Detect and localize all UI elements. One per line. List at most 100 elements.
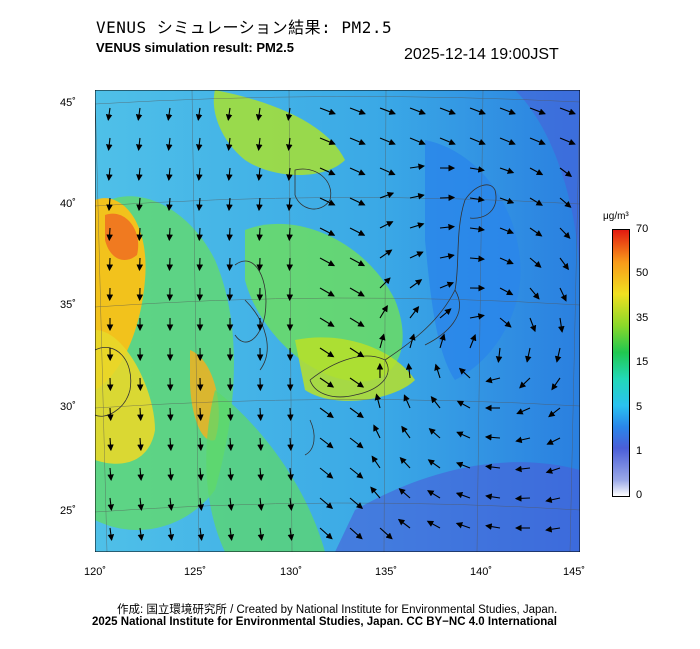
wind-arrow <box>319 257 336 267</box>
wind-arrow <box>427 490 441 499</box>
wind-arrow <box>319 197 336 206</box>
colorbar-label-70: 70 <box>636 223 649 235</box>
wind-arrow <box>137 467 144 481</box>
wind-arrow <box>287 437 294 452</box>
wind-arrow <box>469 107 486 115</box>
wind-arrow <box>548 407 561 418</box>
wind-arrow <box>319 347 335 358</box>
wind-arrow <box>349 137 366 146</box>
wind-arrow <box>197 497 205 511</box>
wind-arrow <box>227 497 235 511</box>
wind-arrow <box>319 227 336 236</box>
wind-arrow <box>495 347 503 363</box>
wind-arrow <box>379 167 396 176</box>
wind-arrow <box>514 495 531 502</box>
lat-tick-30: 30˚ <box>60 401 76 413</box>
wind-arrow <box>409 251 424 259</box>
wind-arrow <box>319 467 334 479</box>
wind-arrow <box>428 427 441 439</box>
lon-tick-140: 140˚ <box>470 566 493 578</box>
wind-arrow <box>255 107 263 121</box>
wind-arrow <box>554 347 562 363</box>
wind-arrow <box>401 425 411 439</box>
wind-arrow <box>136 257 144 272</box>
wind-arrow <box>409 222 425 229</box>
wind-arrow <box>197 407 204 422</box>
title-japanese: VENUS シミュレーション結果: PM2.5 <box>96 18 393 37</box>
wind-arrow <box>349 527 363 540</box>
colorbar-label-15: 15 <box>636 356 649 368</box>
wind-arrow <box>197 527 205 541</box>
wind-arrow <box>455 522 471 529</box>
wind-arrow <box>529 197 543 206</box>
wind-arrow <box>405 363 413 379</box>
colorbar-label-0: 0 <box>636 489 643 501</box>
wind-arrow <box>469 255 485 263</box>
forecast-datetime: 2025-12-14 19:00JST <box>404 46 559 63</box>
wind-arrow <box>439 137 456 146</box>
pm25-map[interactable] <box>95 90 580 552</box>
wind-arrow <box>373 424 381 439</box>
wind-arrow <box>349 287 365 297</box>
lon-tick-135: 135˚ <box>375 566 398 578</box>
wind-arrow <box>106 227 113 242</box>
wind-arrow <box>379 137 396 146</box>
wind-arrow <box>399 456 411 469</box>
wind-arrow <box>559 137 576 146</box>
wind-arrow <box>439 223 455 231</box>
wind-arrow <box>379 107 396 115</box>
wind-arrow <box>403 394 411 409</box>
wind-arrow <box>529 227 543 237</box>
wind-arrow <box>546 437 561 445</box>
wind-arrow <box>499 317 512 328</box>
wind-arrow <box>458 367 471 379</box>
wind-arrow <box>196 167 203 181</box>
colorbar-label-35: 35 <box>636 312 649 324</box>
wind-arrow <box>469 313 485 320</box>
wind-arrow <box>257 407 264 422</box>
wind-arrow <box>167 527 175 541</box>
wind-arrow <box>255 137 263 151</box>
wind-arrow <box>225 107 233 121</box>
wind-arrow <box>434 363 441 379</box>
lon-tick-120: 120˚ <box>84 566 107 578</box>
wind-arrow <box>107 437 114 452</box>
wind-arrow <box>379 333 386 349</box>
lon-tick-130: 130˚ <box>280 566 303 578</box>
wind-arrow <box>226 227 233 242</box>
wind-arrow <box>166 167 173 181</box>
wind-arrow <box>558 317 565 333</box>
wind-arrow <box>499 197 515 205</box>
wind-arrow <box>227 437 234 452</box>
wind-arrow <box>370 486 381 499</box>
wind-arrow <box>409 137 426 146</box>
wind-arrow <box>439 194 456 201</box>
lat-tick-45: 45˚ <box>60 97 76 109</box>
wind-arrow <box>285 107 293 121</box>
wind-arrow <box>469 137 486 146</box>
wind-arrow <box>529 137 546 146</box>
wind-arrow <box>456 400 471 409</box>
wind-arrow <box>559 257 569 271</box>
wind-arrow <box>195 107 203 121</box>
wind-arrow <box>455 491 471 499</box>
wind-arrow <box>379 249 393 259</box>
wind-arrow <box>286 167 293 181</box>
wind-arrow <box>559 107 576 115</box>
wind-arrow <box>379 277 391 289</box>
wind-arrow <box>349 347 365 358</box>
wind-arrow <box>226 257 234 272</box>
wind-arrow <box>529 167 544 176</box>
wind-arrow <box>107 497 115 511</box>
footer-license: 2025 National Institute for Environmenta… <box>92 616 557 628</box>
wind-arrow <box>135 137 143 151</box>
wind-arrow <box>545 526 561 533</box>
wind-arrow <box>485 463 501 471</box>
wind-arrow <box>529 317 537 333</box>
wind-arrow <box>499 107 516 115</box>
wind-arrow <box>379 305 388 319</box>
wind-arrow <box>469 166 485 173</box>
wind-arrow <box>499 257 514 265</box>
wind-arrow <box>499 227 515 235</box>
wind-arrow <box>319 167 336 176</box>
